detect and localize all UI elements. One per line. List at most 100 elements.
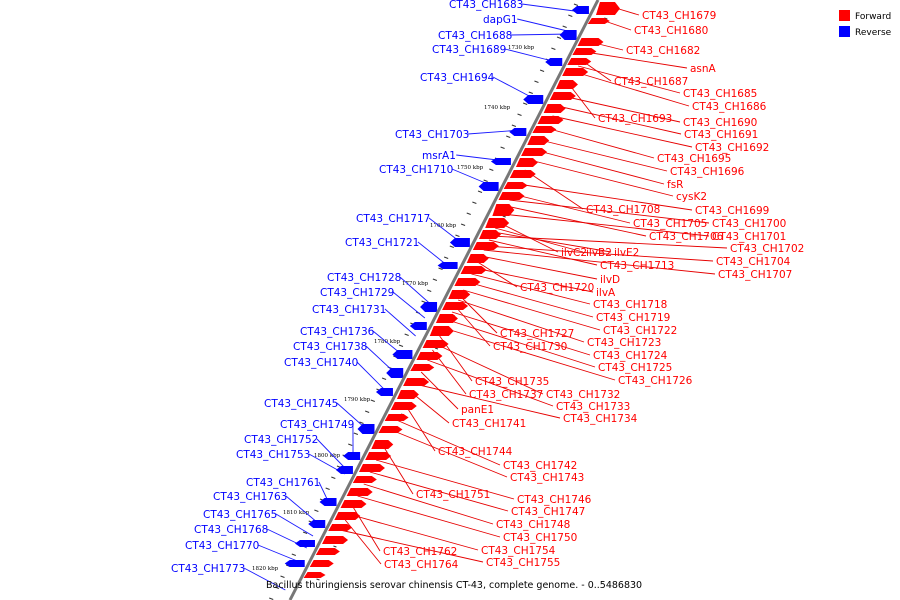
tick-mark bbox=[551, 47, 556, 50]
forward-connector bbox=[474, 267, 594, 293]
tick-mark bbox=[562, 25, 567, 28]
connector-layer bbox=[243, 3, 728, 591]
tick-mark bbox=[331, 476, 336, 479]
reverse-connector bbox=[257, 544, 300, 563]
forward-gene bbox=[472, 242, 499, 250]
reverse-gene-label: CT43_CH1729 bbox=[320, 287, 394, 299]
forward-connector bbox=[382, 445, 414, 495]
forward-connector bbox=[451, 311, 591, 356]
tick-label: 1740 kbp bbox=[484, 105, 511, 111]
forward-gene-label: CT43_CH1685 bbox=[683, 88, 757, 100]
forward-gene bbox=[410, 364, 435, 371]
forward-gene bbox=[390, 402, 417, 410]
forward-connector bbox=[467, 281, 594, 318]
forward-gene-label: ilvD bbox=[600, 274, 620, 286]
tick-mark bbox=[472, 201, 477, 204]
reverse-connector bbox=[399, 276, 432, 306]
forward-connector bbox=[457, 299, 585, 343]
forward-gene bbox=[492, 204, 515, 216]
forward-connector bbox=[404, 403, 436, 452]
reverse-gene bbox=[409, 322, 427, 330]
forward-gene-label: CT43_CH1692 bbox=[695, 142, 769, 154]
forward-gene-label: CT43_CH1741 bbox=[452, 418, 526, 430]
reverse-gene bbox=[308, 520, 326, 528]
forward-gene-label: CT43_CH1693 bbox=[598, 113, 672, 125]
forward-gene-label: CT43_CH1730 bbox=[493, 341, 567, 353]
tick-mark bbox=[364, 410, 370, 413]
reverse-gene-label: CT43_CH1768 bbox=[194, 524, 268, 536]
forward-gene-label: CT43_CH1700 bbox=[712, 218, 786, 230]
tick-mark bbox=[291, 553, 296, 556]
forward-gene-label: CT43_CH1750 bbox=[503, 532, 577, 544]
reverse-connector bbox=[392, 291, 426, 319]
forward-gene-label: CT43_CH1701 bbox=[712, 231, 786, 243]
forward-gene bbox=[543, 104, 566, 113]
genome-caption: Bacillus thuringiensis serovar chinensis… bbox=[266, 580, 642, 591]
forward-gene-label: CT43_CH1724 bbox=[593, 350, 668, 362]
reverse-gene bbox=[523, 95, 544, 104]
reverse-gene-label: CT43_CH1710 bbox=[379, 164, 453, 176]
reverse-gene-label: CT43_CH1770 bbox=[185, 540, 259, 552]
forward-gene-label: CT43_CH1748 bbox=[496, 519, 570, 531]
forward-gene bbox=[328, 524, 353, 531]
forward-gene bbox=[460, 266, 487, 274]
tick-mark bbox=[517, 113, 522, 116]
forward-gene bbox=[396, 390, 419, 399]
reverse-gene-label: CT43_CH1765 bbox=[203, 509, 277, 521]
forward-gene bbox=[515, 158, 538, 167]
tick-mark bbox=[353, 432, 359, 435]
forward-connector bbox=[517, 183, 693, 211]
forward-connector bbox=[340, 529, 484, 563]
reverse-gene-label: CT43_CH1683 bbox=[449, 0, 523, 11]
reverse-connector bbox=[384, 308, 416, 337]
tick-mark bbox=[274, 586, 280, 589]
forward-connector bbox=[509, 199, 710, 224]
forward-gene bbox=[595, 2, 620, 15]
forward-gene-label: panE1 bbox=[461, 404, 494, 416]
forward-connector bbox=[459, 295, 498, 334]
forward-connector bbox=[420, 371, 459, 410]
forward-connector bbox=[490, 235, 728, 249]
reverse-gene bbox=[449, 238, 470, 247]
forward-gene-label: CT43_CH1735 bbox=[475, 376, 549, 388]
reverse-gene-label: CT43_CH1745 bbox=[264, 398, 338, 410]
reverse-gene-label: CT43_CH1688 bbox=[438, 30, 512, 42]
reverse-gene bbox=[559, 30, 577, 40]
forward-connector bbox=[578, 65, 681, 94]
forward-gene-label: fsR bbox=[667, 179, 683, 191]
forward-gene-label: CT43_CH1706 bbox=[649, 231, 724, 243]
forward-gene-label: CT43_CH1746 bbox=[517, 494, 592, 506]
reverse-gene bbox=[392, 350, 413, 359]
legend-reverse-swatch bbox=[839, 26, 850, 37]
reverse-connector bbox=[275, 513, 314, 537]
reverse-gene bbox=[420, 302, 438, 312]
forward-gene bbox=[503, 182, 528, 189]
reverse-gene bbox=[386, 368, 404, 378]
reverse-gene bbox=[375, 388, 393, 396]
forward-connector bbox=[348, 513, 479, 551]
forward-connector bbox=[352, 505, 381, 552]
gene-layer bbox=[284, 2, 620, 578]
forward-connector bbox=[357, 495, 501, 538]
forward-gene-label: CT43_CH1680 bbox=[634, 25, 708, 37]
forward-connector bbox=[585, 51, 688, 69]
forward-gene-label: CT43_CH1679 bbox=[642, 10, 716, 22]
reverse-gene-label: CT43_CH1749 bbox=[280, 419, 354, 431]
reverse-gene-label: CT43_CH1694 bbox=[420, 72, 495, 84]
reverse-gene bbox=[490, 158, 511, 165]
forward-gene bbox=[555, 80, 578, 89]
forward-gene-label: ilvA bbox=[596, 287, 616, 299]
tick-label: 1780 kbp bbox=[374, 339, 401, 345]
tick-mark bbox=[506, 135, 511, 138]
forward-gene-label: CT43_CH1687 bbox=[614, 76, 688, 88]
reverse-gene-label: CT43_CH1738 bbox=[293, 341, 367, 353]
reverse-gene bbox=[319, 498, 337, 506]
forward-gene-label: CT43_CH1726 bbox=[618, 375, 693, 387]
forward-connector bbox=[369, 471, 509, 512]
forward-gene bbox=[567, 58, 592, 65]
reverse-gene bbox=[437, 262, 458, 269]
forward-gene bbox=[498, 192, 525, 200]
forward-connector bbox=[410, 391, 450, 424]
forward-connector bbox=[512, 193, 631, 224]
